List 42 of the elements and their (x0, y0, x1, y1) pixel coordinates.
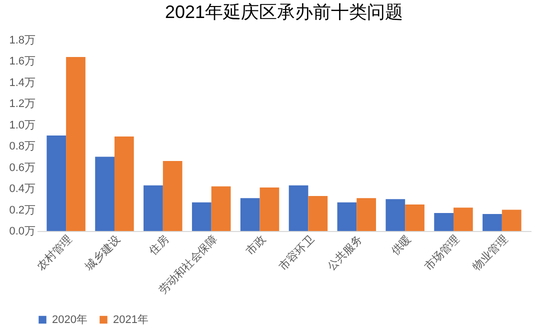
y-tick-label: 0.8万 (9, 140, 36, 153)
bar (66, 56, 86, 231)
bar (46, 136, 66, 231)
bar (288, 185, 308, 231)
x-tick-label: 城乡建设 (82, 232, 123, 274)
bar (454, 208, 473, 231)
x-tick-label: 物业管理 (470, 232, 510, 274)
bar (308, 196, 328, 231)
bar (260, 187, 280, 231)
bar (502, 210, 522, 231)
bar (337, 202, 357, 231)
y-tick-label: 1.2万 (9, 98, 36, 110)
bar (144, 185, 163, 231)
bar (482, 214, 502, 231)
y-tick-label: 0.0万 (9, 226, 36, 238)
bar (386, 199, 406, 231)
y-tick-label: 0.4万 (9, 183, 36, 196)
x-tick-label: 农村管理 (34, 232, 75, 274)
bar (434, 212, 454, 231)
legend-label: 2020年 (52, 314, 88, 325)
y-tick-label: 1.6万 (9, 56, 36, 68)
bar (240, 198, 260, 231)
x-tick-label: 市场管理 (422, 232, 462, 274)
bar (192, 202, 212, 231)
bar (162, 160, 182, 231)
bar (114, 136, 134, 231)
chart-title: 2021年延庆区承办前十类问题 (164, 2, 404, 22)
bar (405, 204, 424, 231)
x-tick-label: 供暖 (388, 232, 414, 258)
x-tick-label: 公共服务 (324, 232, 366, 274)
y-tick-label: 0.6万 (9, 162, 36, 174)
y-tick-label: 1.0万 (9, 119, 36, 132)
y-tick-label: 0.2万 (9, 204, 36, 216)
y-tick-label: 1.8万 (9, 34, 36, 46)
bar (356, 198, 376, 231)
bar (95, 156, 114, 231)
legend-label: 2021年 (113, 314, 148, 325)
y-tick-label: 1.4万 (9, 76, 36, 89)
bar (211, 186, 231, 231)
x-tick-label: 市政 (244, 232, 268, 258)
x-tick-label: 市容环卫 (276, 232, 317, 274)
x-tick-label: 住房 (146, 232, 172, 258)
